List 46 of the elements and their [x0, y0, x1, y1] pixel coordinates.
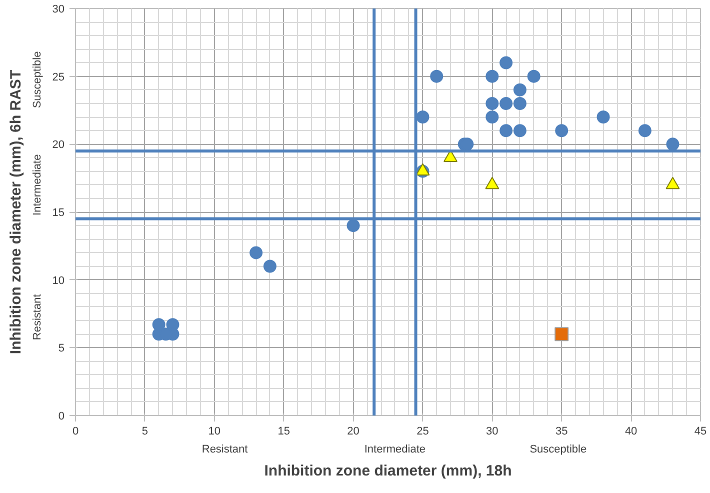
- x-tick-label: 30: [486, 426, 498, 438]
- x-tick-label: 25: [416, 426, 429, 438]
- point: [430, 70, 444, 83]
- point: [527, 70, 540, 83]
- point: [500, 96, 513, 110]
- point: [486, 110, 499, 124]
- point: [666, 138, 680, 151]
- point: [152, 318, 166, 332]
- point: [346, 219, 360, 232]
- point: [486, 96, 499, 110]
- point: [513, 96, 526, 110]
- point: [554, 327, 569, 342]
- text: Resistant: [202, 444, 248, 456]
- point: [500, 124, 513, 138]
- x-tick-label: 40: [624, 426, 638, 438]
- y-tick-label: 30: [52, 4, 65, 16]
- y-tick-label: 0: [58, 410, 65, 422]
- text: Resistant: [32, 294, 44, 340]
- text: Intermediate: [364, 444, 426, 456]
- y-axis-title: Inhibition zone diameter (mm), 6h RAST: [8, 70, 24, 354]
- text: Susceptible: [530, 444, 587, 456]
- point: [500, 56, 513, 70]
- y-tick-label: 25: [52, 71, 65, 84]
- x-tick-label: 45: [694, 426, 707, 438]
- point: [513, 83, 526, 96]
- point: [416, 110, 430, 124]
- x-tick-label: 20: [347, 426, 360, 438]
- text: Intermediate: [32, 154, 44, 216]
- y-tick-label: 20: [52, 139, 65, 152]
- point: [250, 246, 263, 260]
- text: Susceptible: [32, 51, 44, 108]
- point: [555, 124, 568, 138]
- x-tick-label: 35: [555, 426, 568, 438]
- x-tick-label: 15: [278, 426, 290, 438]
- x-tick-label: 0: [72, 426, 79, 438]
- x-tick-label: 5: [142, 426, 148, 438]
- point: [596, 110, 610, 124]
- point: [486, 70, 499, 83]
- point: [263, 260, 276, 273]
- x-tick-label: 10: [208, 426, 221, 438]
- y-tick-label: 10: [52, 274, 65, 287]
- point: [513, 124, 526, 138]
- y-tick-label: 15: [52, 207, 65, 219]
- point: [638, 124, 652, 138]
- x-axis-title: Inhibition zone diameter (mm), 18h: [264, 462, 512, 480]
- y-tick-label: 5: [58, 342, 65, 355]
